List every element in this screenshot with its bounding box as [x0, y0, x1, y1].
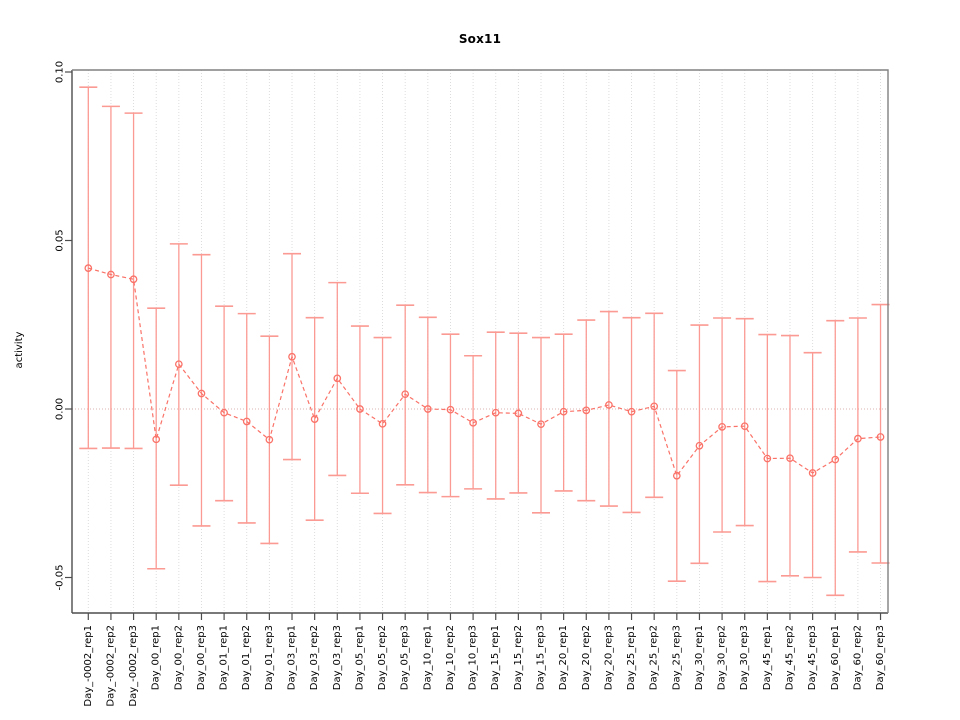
x-tick-label: Day_25_rep2 [649, 625, 660, 690]
x-tick-label: Day_10_rep2 [445, 625, 456, 690]
x-tick-label: Day_10_rep1 [422, 625, 433, 690]
series-line-layer [88, 267, 881, 478]
x-tick-label: Day_45_rep3 [807, 625, 818, 690]
x-tick-label: Day_01_rep2 [241, 625, 252, 690]
x-tick-label: Day_00_rep2 [173, 625, 184, 690]
x-tick-label: Day_15_rep3 [536, 625, 547, 690]
x-tick-label: Day_03_rep3 [332, 625, 343, 690]
errorbar-layer [79, 86, 890, 597]
x-tick-label: Day_30_rep3 [739, 625, 750, 690]
y-tick-label: 0.00 [55, 398, 66, 420]
x-tick-label: Day_-0002_rep1 [83, 625, 94, 707]
x-tick-label: Day_20_rep2 [581, 625, 592, 690]
x-tick-label: Day_20_rep1 [558, 625, 569, 690]
marker-layer [84, 264, 885, 480]
x-tick-label: Day_03_rep1 [287, 625, 298, 690]
y-tick-labels: 0.10 0.05 0.00 -0.05 [55, 61, 66, 591]
x-tick-label: Day_05_rep2 [377, 625, 388, 690]
chart-title: Sox11 [458, 32, 502, 46]
y-tick-label: 0.10 [55, 61, 66, 83]
x-tick-label: Day_60_rep3 [875, 625, 886, 690]
x-tick-label: Day_-0002_rep2 [105, 625, 116, 707]
x-tick-label: Day_03_rep2 [309, 625, 320, 690]
x-tick-label: Day_25_rep3 [671, 625, 682, 690]
grid-layer [72, 70, 888, 613]
x-tick-label: Day_60_rep1 [830, 625, 841, 690]
x-tick-label: Day_30_rep1 [694, 625, 705, 690]
x-tick-label: Day_01_rep3 [264, 625, 275, 690]
x-tick-label: Day_30_rep2 [717, 625, 728, 690]
x-tick-label: Day_-0002_rep3 [128, 625, 139, 707]
axis-layer [65, 69, 889, 620]
y-tick-label: -0.05 [55, 565, 66, 591]
x-tick-label: Day_00_rep1 [151, 625, 162, 690]
x-tick-label: Day_05_rep3 [400, 625, 411, 690]
x-tick-label: Day_45_rep2 [784, 625, 795, 690]
y-tick-label: 0.05 [55, 229, 66, 251]
x-tick-label: Day_01_rep1 [219, 625, 230, 690]
x-tick-labels: Day_-0002_rep1 Day_-0002_rep2 Day_-0002_re… [83, 625, 886, 707]
x-tick-label: Day_60_rep2 [852, 625, 863, 690]
x-tick-label: Day_05_rep1 [354, 625, 365, 690]
x-tick-label: Day_00_rep3 [196, 625, 207, 690]
x-tick-label: Day_10_rep3 [468, 625, 479, 690]
x-tick-label: Day_15_rep2 [513, 625, 524, 690]
x-tick-label: Day_25_rep1 [626, 625, 637, 690]
x-tick-label: Day_15_rep1 [490, 625, 501, 690]
x-tick-label: Day_20_rep3 [603, 625, 614, 690]
x-tick-label: Day_45_rep1 [762, 625, 773, 690]
